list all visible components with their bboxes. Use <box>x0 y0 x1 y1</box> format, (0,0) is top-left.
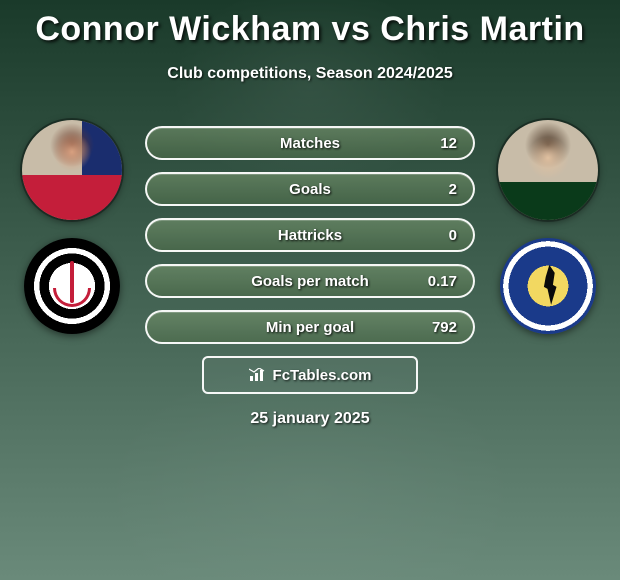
watermark-text: FcTables.com <box>273 367 372 384</box>
stat-label: Min per goal <box>266 319 354 336</box>
stat-label: Goals per match <box>251 273 369 290</box>
date-text: 25 january 2025 <box>0 410 620 428</box>
bar-chart-icon <box>249 368 267 382</box>
right-player-column <box>493 120 603 344</box>
stat-label: Hattricks <box>278 227 342 244</box>
stat-value-right: 0.17 <box>428 273 457 290</box>
stat-row-matches: Matches 12 <box>145 126 475 160</box>
left-player-column <box>17 120 127 344</box>
stat-value-right: 12 <box>440 135 457 152</box>
player-left-avatar <box>22 120 122 220</box>
club-right-crest <box>500 238 596 334</box>
stat-label: Goals <box>289 181 331 198</box>
stat-row-goals: Goals 2 <box>145 172 475 206</box>
stat-row-mpg: Min per goal 792 <box>145 310 475 344</box>
stats-section: Matches 12 Goals 2 Hattricks 0 Goals per… <box>0 120 620 344</box>
stat-value-right: 0 <box>449 227 457 244</box>
stat-row-hattricks: Hattricks 0 <box>145 218 475 252</box>
page-title: Connor Wickham vs Chris Martin <box>0 0 620 49</box>
watermark: FcTables.com <box>202 356 418 394</box>
player-right-avatar <box>498 120 598 220</box>
stat-label: Matches <box>280 135 340 152</box>
stat-value-right: 2 <box>449 181 457 198</box>
stat-bars: Matches 12 Goals 2 Hattricks 0 Goals per… <box>145 120 475 344</box>
subtitle: Club competitions, Season 2024/2025 <box>0 65 620 83</box>
stat-value-right: 792 <box>432 319 457 336</box>
club-left-crest <box>24 238 120 334</box>
stat-row-gpm: Goals per match 0.17 <box>145 264 475 298</box>
